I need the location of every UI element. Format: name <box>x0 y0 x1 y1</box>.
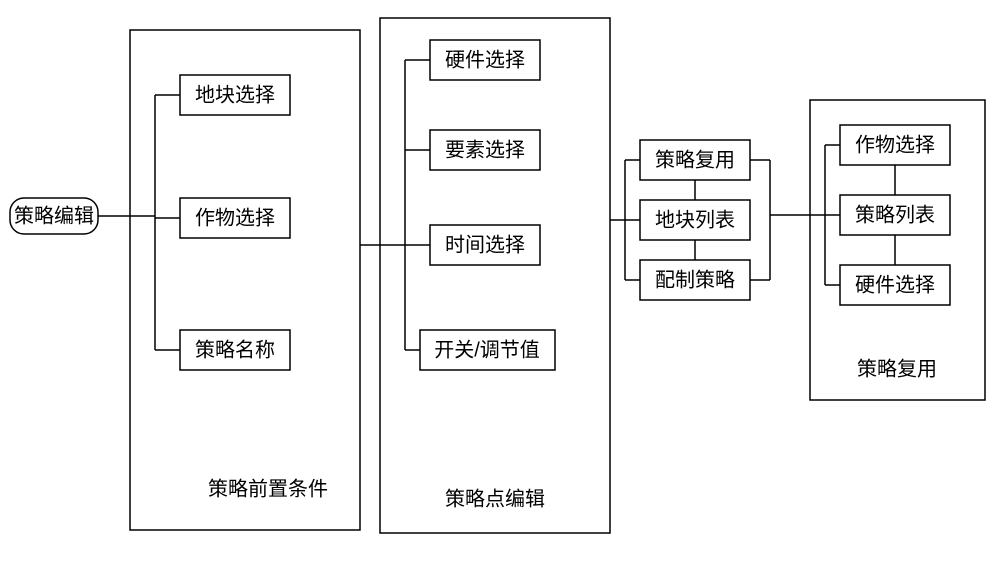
group3-item-1: 策略列表 <box>840 195 950 235</box>
middle-item-0: 策略复用 <box>640 140 750 180</box>
svg-text:策略复用: 策略复用 <box>655 148 735 171</box>
svg-text:地块列表: 地块列表 <box>655 208 735 231</box>
group1-title: 策略前置条件 <box>208 477 328 500</box>
root-label: 策略编辑 <box>14 204 94 227</box>
svg-text:时间选择: 时间选择 <box>445 233 525 256</box>
group1-container: 策略前置条件 地块选择 作物选择 策略名称 <box>130 30 360 530</box>
svg-text:作物选择: 作物选择 <box>855 133 935 156</box>
svg-text:要素选择: 要素选择 <box>445 138 525 161</box>
svg-text:硬件选择: 硬件选择 <box>445 48 525 71</box>
group2-item-2: 时间选择 <box>430 225 540 265</box>
group3-title: 策略复用 <box>857 357 937 380</box>
group3-item-2: 硬件选择 <box>840 265 950 305</box>
root-node: 策略编辑 <box>10 198 98 234</box>
svg-text:开关/调节值: 开关/调节值 <box>434 338 540 361</box>
svg-text:作物选择: 作物选择 <box>195 206 275 229</box>
group1-item-1: 作物选择 <box>180 198 290 238</box>
group1-item-0: 地块选择 <box>180 75 290 115</box>
group3-item-0: 作物选择 <box>840 125 950 165</box>
group1-item-2: 策略名称 <box>180 330 290 370</box>
svg-text:配制策略: 配制策略 <box>655 268 735 291</box>
middle-item-2: 配制策略 <box>640 260 750 300</box>
group2-item-1: 要素选择 <box>430 130 540 170</box>
group2-item-3: 开关/调节值 <box>420 330 555 370</box>
svg-text:硬件选择: 硬件选择 <box>855 273 935 296</box>
group2-title: 策略点编辑 <box>445 487 545 510</box>
group2-container: 策略点编辑 硬件选择 要素选择 时间选择 开关/调节值 <box>380 18 610 533</box>
group2-item-0: 硬件选择 <box>430 40 540 80</box>
svg-text:策略列表: 策略列表 <box>855 203 935 226</box>
middle-item-1: 地块列表 <box>640 200 750 240</box>
flowchart-diagram: 策略编辑 策略前置条件 地块选择 作物选择 策略名称 策略点编辑 硬件选择 要素… <box>0 0 1000 570</box>
svg-text:地块选择: 地块选择 <box>195 83 275 106</box>
svg-text:策略名称: 策略名称 <box>195 338 275 361</box>
